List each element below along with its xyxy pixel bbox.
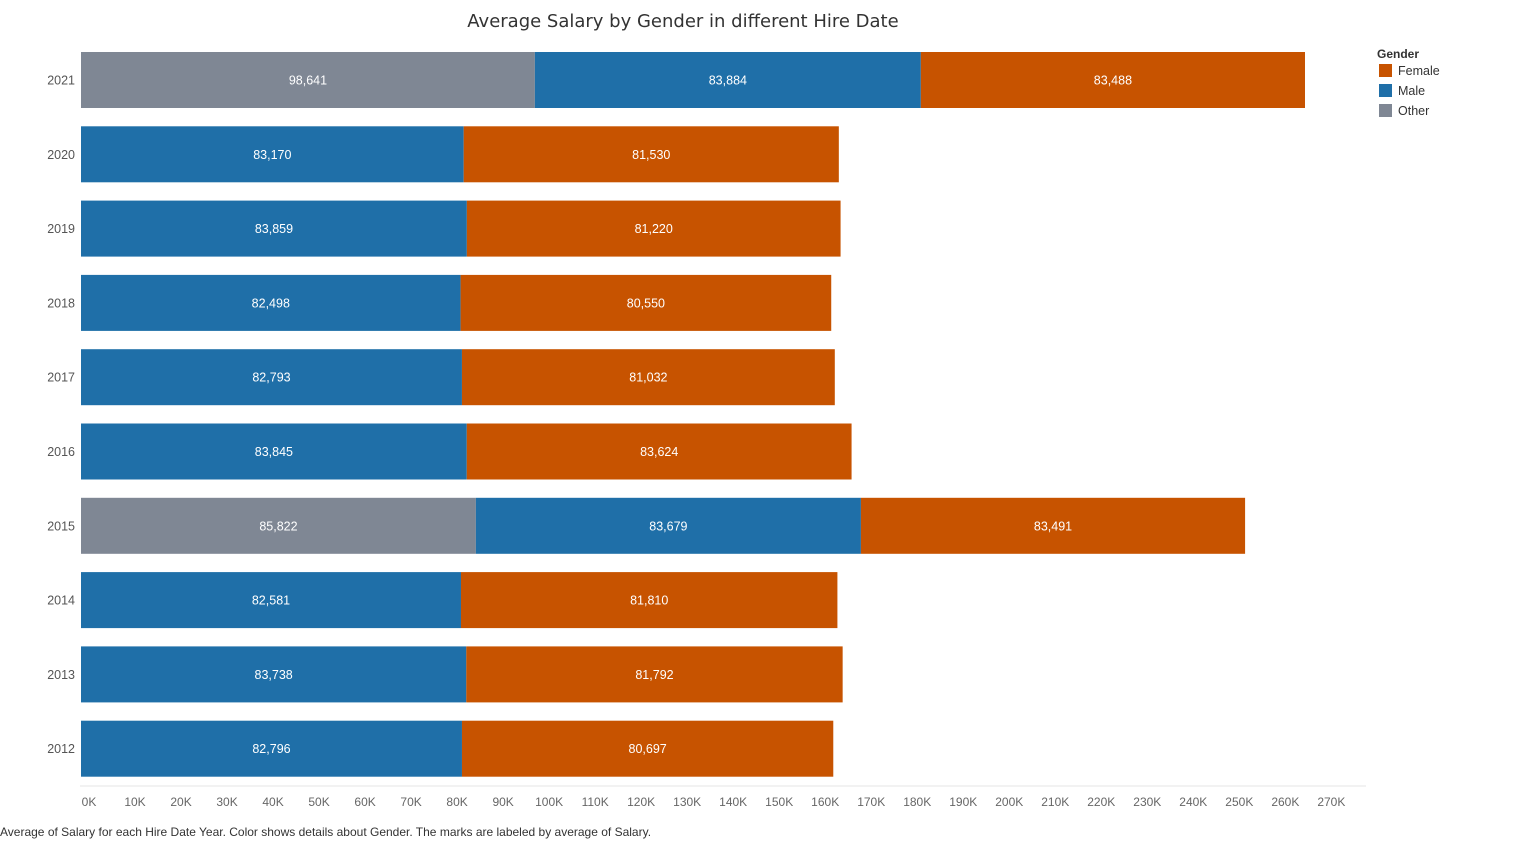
year-label-2018: 2018 bbox=[47, 296, 75, 310]
x-tick-label: 270K bbox=[1317, 795, 1345, 809]
bar-male-2018[interactable] bbox=[81, 274, 461, 331]
x-tick-label: 0K bbox=[82, 795, 97, 809]
legend-title: Gender bbox=[1377, 47, 1419, 61]
bar-male-2019[interactable] bbox=[81, 200, 467, 257]
legend: Gender Female Male Other bbox=[1377, 47, 1440, 118]
x-tick-label: 260K bbox=[1271, 795, 1299, 809]
bar-label-male-2018: 82,498 bbox=[252, 296, 290, 310]
bar-label-female-2013: 81,792 bbox=[635, 668, 673, 682]
bar-label-other-2021: 98,641 bbox=[289, 74, 327, 88]
x-tick-label: 20K bbox=[170, 795, 191, 809]
bar-male-2012[interactable] bbox=[81, 720, 462, 777]
bar-label-female-2019: 81,220 bbox=[635, 222, 673, 236]
bar-label-male-2019: 83,859 bbox=[255, 222, 293, 236]
year-label-2017: 2017 bbox=[47, 371, 75, 385]
bar-label-male-2015: 83,679 bbox=[649, 519, 687, 533]
bar-label-male-2014: 82,581 bbox=[252, 594, 290, 608]
bar-label-female-2014: 81,810 bbox=[630, 594, 668, 608]
bar-male-2015[interactable] bbox=[475, 497, 861, 554]
bar-other-2021[interactable] bbox=[81, 52, 535, 108]
bar-label-female-2017: 81,032 bbox=[629, 371, 667, 385]
bar-label-male-2016: 83,845 bbox=[255, 445, 293, 459]
x-axis-ticks: 0K 10K 20K 30K 40K 50K 60K 70K 80K 90K 100K 110K 120… bbox=[82, 795, 1346, 809]
x-tick-label: 150K bbox=[765, 795, 793, 809]
x-tick-label: 210K bbox=[1041, 795, 1069, 809]
year-label-2020: 2020 bbox=[47, 148, 75, 162]
bar-label-female-2012: 80,697 bbox=[629, 742, 667, 756]
x-tick-label: 10K bbox=[124, 795, 145, 809]
bar-label-male-2021: 83,884 bbox=[709, 74, 747, 88]
legend-label-other[interactable]: Other bbox=[1398, 104, 1429, 118]
bar-female-2013[interactable] bbox=[466, 646, 843, 703]
bar-label-male-2013: 83,738 bbox=[255, 668, 293, 682]
year-label-2019: 2019 bbox=[47, 222, 75, 236]
year-label-2013: 2013 bbox=[47, 668, 75, 682]
x-tick-label: 180K bbox=[903, 795, 931, 809]
bar-male-2021[interactable] bbox=[534, 52, 921, 108]
bar-female-2019[interactable] bbox=[466, 200, 841, 257]
year-label-2016: 2016 bbox=[47, 445, 75, 459]
bar-label-female-2021: 83,488 bbox=[1094, 74, 1132, 88]
x-tick-label: 140K bbox=[719, 795, 747, 809]
bar-label-female-2020: 81,530 bbox=[632, 148, 670, 162]
bar-label-male-2020: 83,170 bbox=[253, 148, 291, 162]
chart-caption: Average of Salary for each Hire Date Yea… bbox=[0, 825, 651, 839]
legend-items: Female Male Other bbox=[1379, 64, 1440, 118]
bar-label-female-2018: 80,550 bbox=[627, 296, 665, 310]
year-axis-labels: 2021 2020 2019 2018 2017 2016 2015 2014 2013 2012 bbox=[47, 74, 75, 757]
bar-female-2021[interactable] bbox=[920, 52, 1305, 108]
year-label-2015: 2015 bbox=[47, 519, 75, 533]
x-tick-label: 250K bbox=[1225, 795, 1253, 809]
legend-swatch-female[interactable] bbox=[1379, 64, 1392, 77]
bars-group: 98,641 83,884 83,488 83,170 81,530 83,859 81,2… bbox=[81, 52, 1305, 777]
bar-other-2015[interactable] bbox=[81, 497, 476, 554]
bar-label-male-2017: 82,793 bbox=[252, 371, 290, 385]
year-label-2021: 2021 bbox=[47, 74, 75, 88]
bar-female-2016[interactable] bbox=[466, 423, 852, 480]
year-label-2012: 2012 bbox=[47, 742, 75, 756]
x-tick-label: 60K bbox=[354, 795, 375, 809]
x-tick-label: 90K bbox=[492, 795, 513, 809]
x-tick-label: 240K bbox=[1179, 795, 1207, 809]
bar-label-female-2015: 83,491 bbox=[1034, 519, 1072, 533]
chart-title: Average Salary by Gender in different Hi… bbox=[467, 11, 898, 32]
bar-label-male-2012: 82,796 bbox=[252, 742, 290, 756]
x-tick-label: 30K bbox=[216, 795, 237, 809]
bar-female-2014[interactable] bbox=[460, 572, 838, 629]
x-tick-label: 50K bbox=[308, 795, 329, 809]
legend-swatch-other[interactable] bbox=[1379, 104, 1392, 117]
bar-label-other-2015: 85,822 bbox=[259, 519, 297, 533]
bar-female-2012[interactable] bbox=[461, 720, 834, 777]
x-tick-label: 110K bbox=[582, 795, 609, 809]
bar-female-2018[interactable] bbox=[460, 274, 832, 331]
legend-label-male[interactable]: Male bbox=[1398, 84, 1425, 98]
legend-label-female[interactable]: Female bbox=[1398, 64, 1440, 78]
x-tick-label: 40K bbox=[262, 795, 283, 809]
x-tick-label: 160K bbox=[811, 795, 839, 809]
bar-male-2014[interactable] bbox=[81, 572, 461, 629]
bar-label-female-2016: 83,624 bbox=[640, 445, 678, 459]
x-tick-label: 100K bbox=[535, 795, 563, 809]
x-tick-label: 220K bbox=[1087, 795, 1115, 809]
bar-male-2020[interactable] bbox=[81, 126, 464, 183]
bar-female-2015[interactable] bbox=[860, 497, 1246, 554]
year-label-2014: 2014 bbox=[47, 594, 75, 608]
bar-male-2017[interactable] bbox=[81, 349, 462, 406]
x-tick-label: 80K bbox=[446, 795, 467, 809]
bar-male-2016[interactable] bbox=[81, 423, 467, 480]
bar-female-2020[interactable] bbox=[463, 126, 839, 183]
x-tick-label: 200K bbox=[995, 795, 1023, 809]
bar-female-2017[interactable] bbox=[461, 349, 835, 406]
x-tick-label: 70K bbox=[400, 795, 421, 809]
legend-swatch-male[interactable] bbox=[1379, 84, 1392, 97]
x-tick-label: 190K bbox=[949, 795, 977, 809]
x-tick-label: 130K bbox=[673, 795, 701, 809]
x-tick-label: 230K bbox=[1133, 795, 1161, 809]
x-tick-label: 120K bbox=[627, 795, 655, 809]
x-tick-label: 170K bbox=[857, 795, 885, 809]
bar-male-2013[interactable] bbox=[81, 646, 467, 703]
